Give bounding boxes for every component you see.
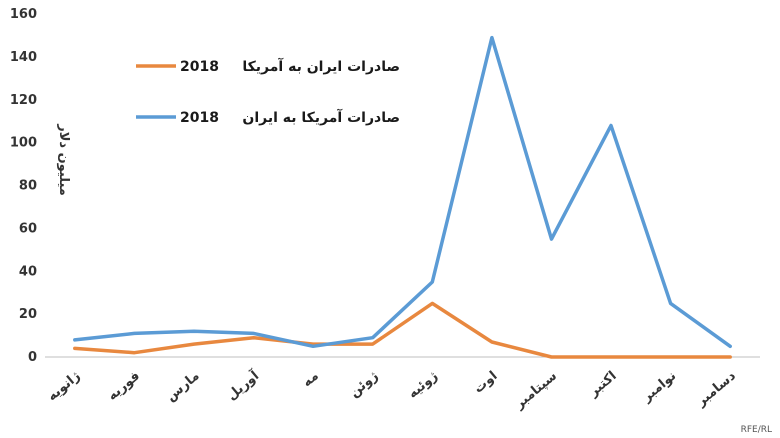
- watermark: RFE/RL: [741, 425, 772, 435]
- y-tick-label: 20: [19, 307, 37, 322]
- y-tick-label: 160: [10, 7, 37, 22]
- x-tick-label: فوریه: [105, 369, 143, 404]
- x-tick-label: سپتامبر: [512, 369, 561, 413]
- y-axis-label: میلیون دلار: [56, 123, 71, 196]
- series-line-0: [73, 301, 732, 359]
- x-tick-label: اوت: [471, 369, 500, 397]
- series-layer: [73, 35, 732, 359]
- x-axis: ژانویه فوریه مارس آوریل مه ژوئن ژوئیه اوت سپتامب…: [45, 356, 760, 413]
- y-tick-label: 0: [28, 350, 37, 365]
- x-tick-label: مارس: [164, 369, 203, 405]
- x-tick-label: نوامبر: [639, 369, 679, 406]
- y-tick-label: 40: [19, 264, 37, 279]
- legend-year: 2018: [180, 59, 219, 75]
- legend-year: 2018: [180, 110, 219, 126]
- x-tick-label: آوریل: [223, 367, 262, 404]
- x-tick-label: دسامبر: [693, 368, 739, 410]
- y-axis: 0 20 40 60 80 100 120 140 160: [10, 7, 37, 365]
- x-tick-label: ژوئیه: [405, 369, 440, 402]
- y-tick-label: 60: [19, 221, 37, 236]
- x-tick-label: مه: [300, 369, 322, 391]
- x-tick-label: ژوئن: [347, 369, 381, 401]
- legend-label: صادرات آمریکا به ایران: [242, 108, 400, 126]
- x-tick-label: اکتبر: [586, 369, 620, 401]
- y-tick-label: 100: [10, 136, 37, 151]
- y-tick-label: 120: [10, 93, 37, 108]
- x-tick-label: ژانویه: [45, 369, 84, 405]
- y-tick-label: 80: [19, 179, 37, 194]
- legend-label: صادرات ایران به آمریکا: [242, 57, 400, 75]
- series-line-1: [73, 35, 732, 349]
- legend: 2018 صادرات ایران به آمریکا 2018 صادرات آمر…: [136, 57, 400, 126]
- y-tick-label: 140: [10, 50, 37, 65]
